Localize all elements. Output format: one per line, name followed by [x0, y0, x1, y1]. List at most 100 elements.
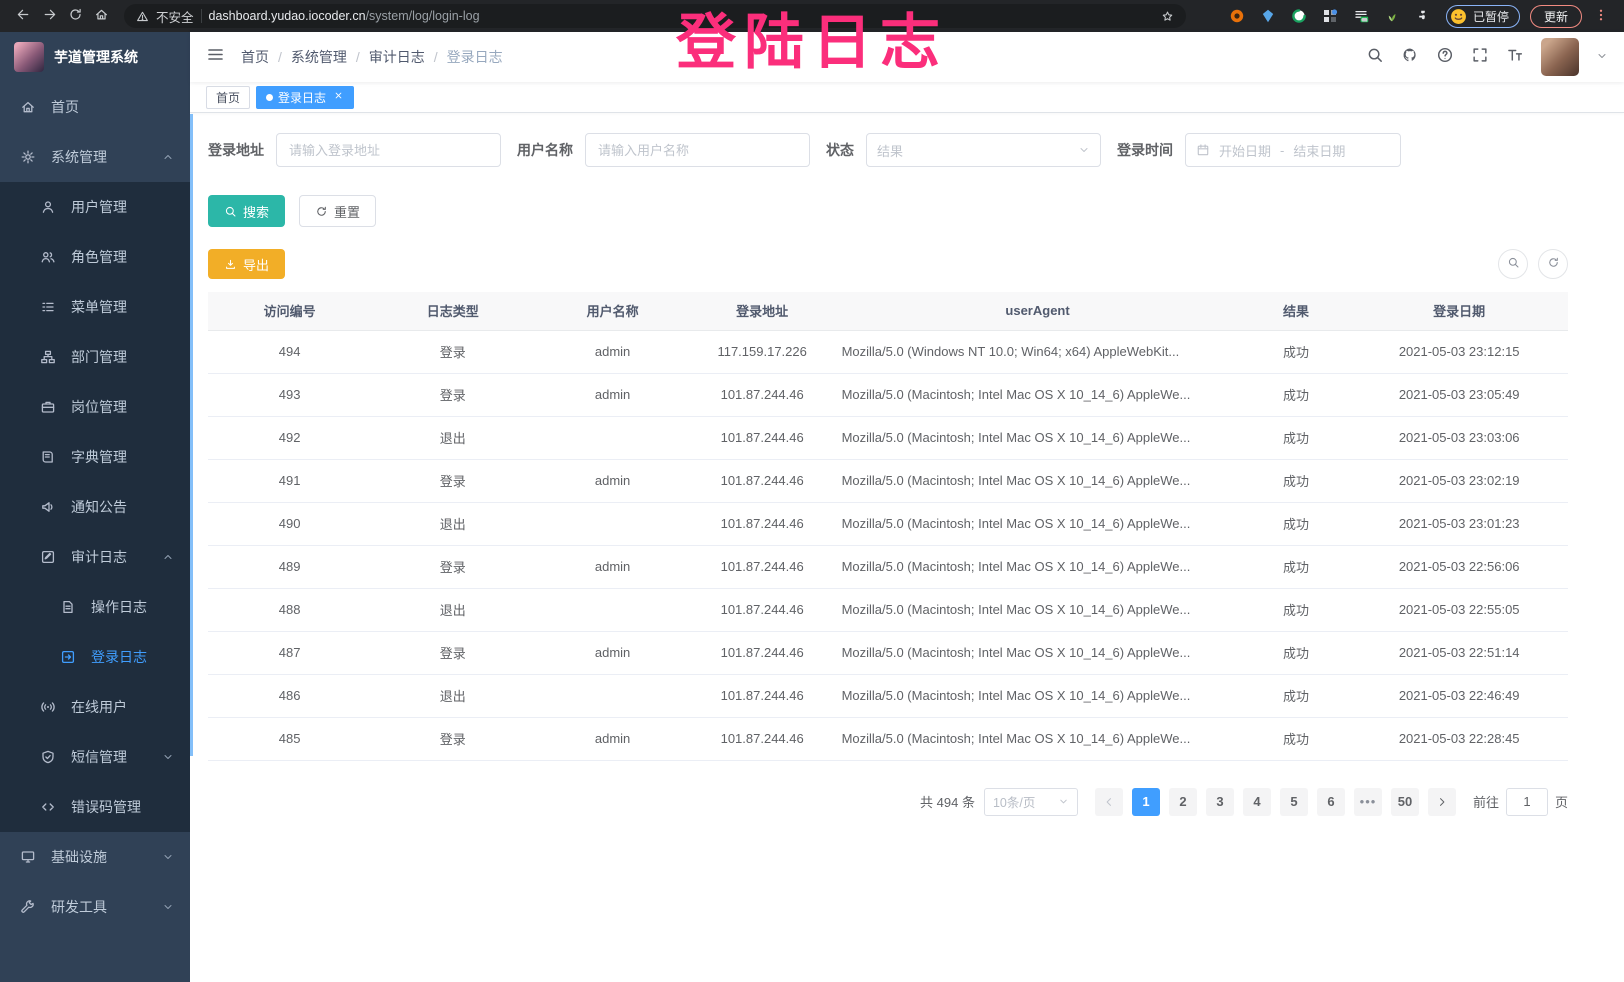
- breadcrumb-item[interactable]: 首页: [241, 49, 269, 65]
- tag-label: 首页: [216, 90, 241, 105]
- not-secure-icon: [136, 10, 149, 23]
- cell-username: admin: [534, 631, 691, 675]
- browser-back-button[interactable]: [10, 3, 36, 29]
- tag-login-log[interactable]: 登录日志: [256, 85, 355, 109]
- pager-page-50[interactable]: 50: [1390, 787, 1419, 816]
- ext-green-circle-icon[interactable]: [1290, 7, 1308, 25]
- search-button[interactable]: 搜索: [208, 195, 286, 227]
- sidebar-item-error-code-management[interactable]: 错误码管理: [0, 782, 190, 832]
- ext-orange-icon[interactable]: [1228, 7, 1246, 25]
- prev-page-button[interactable]: [1094, 787, 1123, 816]
- sidebar-item-label: 用户管理: [71, 199, 127, 215]
- sidebar-item-post-management[interactable]: 岗位管理: [0, 382, 190, 432]
- page-content: 登录地址 用户名称 状态 结果 登: [190, 113, 1624, 982]
- breadcrumb-item[interactable]: 系统管理: [290, 49, 347, 65]
- sidebar-item-dict-management[interactable]: 字典管理: [0, 432, 190, 482]
- sidebar-toggle-button[interactable]: [206, 45, 225, 70]
- status-select[interactable]: 结果: [866, 133, 1101, 167]
- ext-grid-icon[interactable]: [1321, 7, 1339, 25]
- pager-page-4[interactable]: 4: [1242, 787, 1271, 816]
- username-input[interactable]: [585, 133, 810, 167]
- cell-type: 退出: [371, 588, 535, 632]
- cell-user_agent: Mozilla/5.0 (Macintosh; Intel Mac OS X 1…: [833, 416, 1242, 460]
- cell-user_agent: Mozilla/5.0 (Macintosh; Intel Mac OS X 1…: [833, 545, 1242, 589]
- header-search-button[interactable]: [1366, 46, 1384, 69]
- refresh-table-button[interactable]: [1538, 249, 1568, 279]
- export-button-label: 导出: [243, 257, 270, 273]
- next-page-button[interactable]: [1427, 787, 1456, 816]
- browser-home-button[interactable]: [88, 3, 114, 29]
- browser-forward-button[interactable]: [36, 3, 62, 29]
- cell-id: 486: [208, 674, 372, 718]
- extensions-puzzle-icon[interactable]: [1414, 7, 1432, 25]
- sidebar-item-audit-log[interactable]: 审计日志: [0, 532, 190, 582]
- ext-gem-icon[interactable]: [1259, 7, 1277, 25]
- reset-button[interactable]: 重置: [299, 195, 377, 227]
- sidebar-item-label: 错误码管理: [71, 799, 141, 815]
- table-row: 493 登录 admin 101.87.244.46 Mozilla/5.0 (Maci…: [208, 373, 1568, 417]
- filter-form: 登录地址 用户名称 状态 结果 登: [208, 133, 1568, 167]
- search-icon: [1507, 256, 1520, 272]
- cell-user_agent: Mozilla/5.0 (Macintosh; Intel Mac OS X 1…: [833, 459, 1242, 503]
- sidebar-item-notice[interactable]: 通知公告: [0, 482, 190, 532]
- sidebar-item-online-users[interactable]: 在线用户: [0, 682, 190, 732]
- close-icon: [333, 90, 344, 104]
- filter-login-time: 登录时间 开始日期 - 结束日期: [1117, 133, 1401, 167]
- pager-page-2[interactable]: 2: [1168, 787, 1197, 816]
- toggle-search-button[interactable]: [1498, 249, 1528, 279]
- goto-page-input[interactable]: [1505, 787, 1548, 816]
- login-icon: [60, 649, 77, 665]
- pager-page-3[interactable]: 3: [1205, 787, 1234, 816]
- sidebar-item-home[interactable]: 首页: [0, 82, 190, 132]
- ext-sprout-icon[interactable]: [1383, 7, 1401, 25]
- avatar-menu-button[interactable]: [1596, 50, 1608, 65]
- sidebar-item-menu-management[interactable]: 菜单管理: [0, 282, 190, 332]
- sidebar-item-dev-tools[interactable]: 研发工具: [0, 882, 190, 932]
- browser-update-button[interactable]: 更新: [1529, 4, 1582, 28]
- sidebar-item-infrastructure[interactable]: 基础设施: [0, 832, 190, 882]
- browser-reload-button[interactable]: [62, 3, 88, 29]
- sidebar-item-login-log[interactable]: 登录日志: [0, 632, 190, 682]
- tag-close-icon[interactable]: [333, 90, 344, 104]
- sidebar-item-label: 角色管理: [71, 249, 127, 265]
- tag-home[interactable]: 首页: [206, 85, 251, 109]
- column-header-username: 用户名称: [534, 292, 691, 331]
- font-size-button[interactable]: [1506, 46, 1524, 69]
- sidebar-item-dept-management[interactable]: 部门管理: [0, 332, 190, 382]
- pager-page-6[interactable]: 6: [1316, 787, 1345, 816]
- sidebar-item-sms-management[interactable]: 短信管理: [0, 732, 190, 782]
- pager-page-5[interactable]: 5: [1279, 787, 1308, 816]
- page-size-select[interactable]: 10条/页: [983, 787, 1078, 816]
- github-link[interactable]: [1401, 46, 1419, 69]
- cell-type: 退出: [371, 416, 535, 460]
- browser-profile-chip[interactable]: 已暂停: [1445, 4, 1520, 28]
- sidebar-item-role-management[interactable]: 角色管理: [0, 232, 190, 282]
- profile-avatar-icon: [1450, 8, 1467, 25]
- sidebar-item-label: 操作日志: [91, 599, 147, 615]
- fullscreen-button[interactable]: [1471, 46, 1489, 69]
- cell-id: 492: [208, 416, 372, 460]
- sidebar-item-system-management[interactable]: 系统管理: [0, 132, 190, 182]
- table-tools: [1498, 249, 1568, 279]
- cell-username: [534, 674, 691, 718]
- ext-proxy-on-icon[interactable]: on: [1352, 7, 1370, 25]
- address-bar[interactable]: 不安全 dashboard.yudao.iocoder.cn/system/lo…: [124, 4, 1186, 28]
- cell-date: 2021-05-03 22:55:05: [1350, 588, 1568, 632]
- date-range-picker[interactable]: 开始日期 - 结束日期: [1185, 133, 1401, 167]
- help-button[interactable]: [1436, 46, 1454, 69]
- pager-page-1[interactable]: 1: [1131, 787, 1160, 816]
- sidebar-logo-bar[interactable]: 芋道管理系统: [0, 32, 190, 82]
- login-address-input[interactable]: [276, 133, 501, 167]
- export-button[interactable]: 导出: [208, 249, 286, 279]
- pager-more-button[interactable]: •••: [1353, 787, 1382, 816]
- date-separator: -: [1280, 142, 1285, 158]
- sidebar-item-operate-log[interactable]: 操作日志: [0, 582, 190, 632]
- breadcrumb-item[interactable]: 审计日志: [368, 49, 425, 65]
- user-avatar[interactable]: [1541, 38, 1579, 76]
- sidebar-item-user-management[interactable]: 用户管理: [0, 182, 190, 232]
- search-button-label: 搜索: [243, 204, 270, 220]
- cell-result: 成功: [1241, 545, 1351, 589]
- bookmark-star-icon[interactable]: [1161, 10, 1174, 23]
- cell-id: 491: [208, 459, 372, 503]
- browser-menu-button[interactable]: [1588, 3, 1614, 29]
